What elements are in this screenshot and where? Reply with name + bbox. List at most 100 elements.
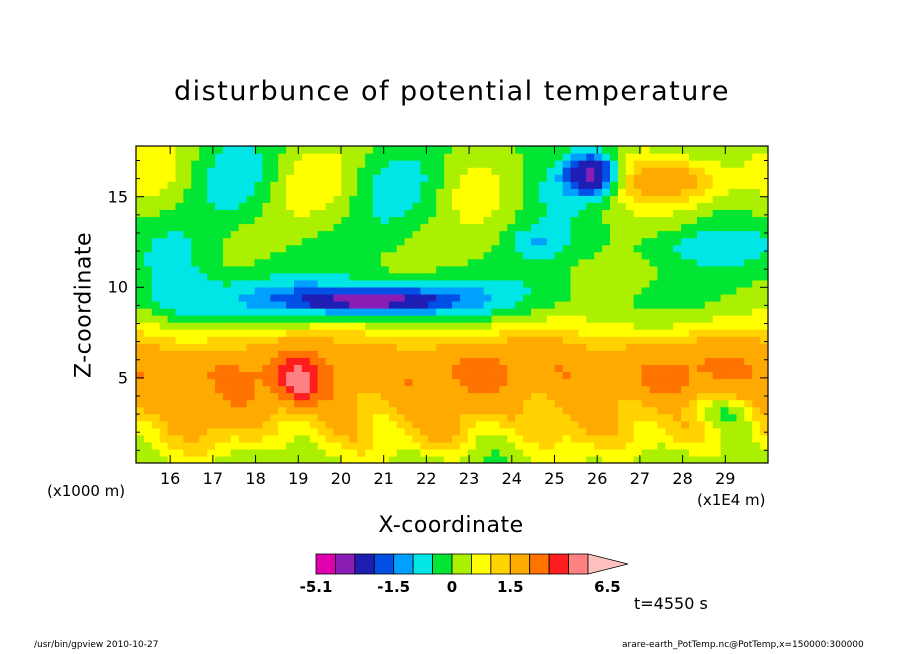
field-cell <box>175 209 184 218</box>
field-cell <box>278 230 287 239</box>
field-cell <box>159 406 169 415</box>
field-cell <box>380 441 390 450</box>
field-cell <box>538 230 548 239</box>
field-cell <box>578 308 587 316</box>
field-cell <box>538 448 548 457</box>
field-cell <box>175 230 184 239</box>
field-cell <box>594 286 603 295</box>
field-cell <box>507 160 516 168</box>
field-cell <box>143 315 153 323</box>
field-cell <box>523 441 532 450</box>
field-cell <box>452 448 461 457</box>
field-cell <box>294 237 303 246</box>
field-cell <box>681 329 690 337</box>
field-cell <box>404 230 414 239</box>
field-cell <box>633 272 643 281</box>
field-cell <box>459 237 469 246</box>
field-cell <box>159 167 169 175</box>
field-cell <box>136 279 145 288</box>
field-cell <box>222 174 232 182</box>
field-cell <box>175 371 184 380</box>
y-tick-label: 10 <box>107 277 128 297</box>
field-cell <box>396 336 406 344</box>
field-cell <box>720 329 730 337</box>
field-cell <box>365 441 374 450</box>
field-cell <box>752 146 761 154</box>
colorbar-label: 1.5 <box>496 578 524 596</box>
field-cell <box>333 385 342 394</box>
field-cell <box>436 300 445 309</box>
field-cell <box>633 315 643 323</box>
field-cell <box>467 251 477 260</box>
field-cell <box>175 181 184 189</box>
field-cell <box>523 174 532 182</box>
field-cell <box>420 258 429 267</box>
field-cell <box>191 146 200 154</box>
field-cell <box>309 350 319 358</box>
field-cell <box>230 300 240 309</box>
field-cell <box>365 420 374 429</box>
field-cell <box>404 385 414 394</box>
field-cell <box>301 413 311 422</box>
field-cell <box>428 237 437 246</box>
field-cell <box>183 244 192 253</box>
field-cell <box>325 237 335 246</box>
field-cell <box>222 441 232 450</box>
field-cell <box>207 329 216 337</box>
field-cell <box>736 265 745 274</box>
field-cell <box>728 322 737 330</box>
field-cell <box>617 265 627 274</box>
field-cell <box>309 315 319 323</box>
field-cell <box>546 357 556 365</box>
field-cell <box>641 258 651 267</box>
field-cell <box>602 371 611 380</box>
field-cell <box>689 448 698 457</box>
field-cell <box>215 385 224 394</box>
field-cell <box>357 279 366 288</box>
field-cell <box>736 406 745 415</box>
field-cell <box>191 336 200 344</box>
field-cell <box>578 420 587 429</box>
field-cell <box>412 174 421 182</box>
field-cell <box>349 308 358 316</box>
field-cell <box>365 350 374 358</box>
field-cell <box>531 357 540 365</box>
field-cell <box>649 455 658 463</box>
field-cell <box>317 265 327 274</box>
field-cell <box>207 202 216 210</box>
field-cell <box>380 308 390 316</box>
field-cell <box>594 272 603 281</box>
field-cell <box>570 322 579 330</box>
field-cell <box>136 441 145 450</box>
field-cell <box>286 293 295 302</box>
field-cell <box>689 230 698 239</box>
field-cell <box>183 216 192 225</box>
field-cell <box>357 455 366 463</box>
field-cell <box>254 357 263 365</box>
field-cell <box>373 293 382 302</box>
field-cell <box>760 195 768 203</box>
field-cell <box>728 195 737 203</box>
field-cell <box>531 195 540 203</box>
field-cell <box>570 272 579 281</box>
field-cell <box>689 251 698 260</box>
field-cell <box>507 406 516 415</box>
field-cell <box>349 286 358 295</box>
field-cell <box>641 434 651 443</box>
field-cell <box>744 406 753 415</box>
field-cell <box>475 308 485 316</box>
field-cell <box>531 237 540 246</box>
field-cell <box>538 160 548 168</box>
field-cell <box>602 441 611 450</box>
field-cell <box>554 237 564 246</box>
field-cell <box>554 174 564 182</box>
field-cell <box>428 223 437 232</box>
field-cell <box>531 385 540 394</box>
field-cell <box>286 188 295 196</box>
field-cell <box>230 265 240 274</box>
field-cell <box>720 399 730 408</box>
field-cell <box>507 315 516 323</box>
field-cell <box>341 209 350 218</box>
field-cell <box>689 385 698 394</box>
field-cell <box>159 174 169 182</box>
